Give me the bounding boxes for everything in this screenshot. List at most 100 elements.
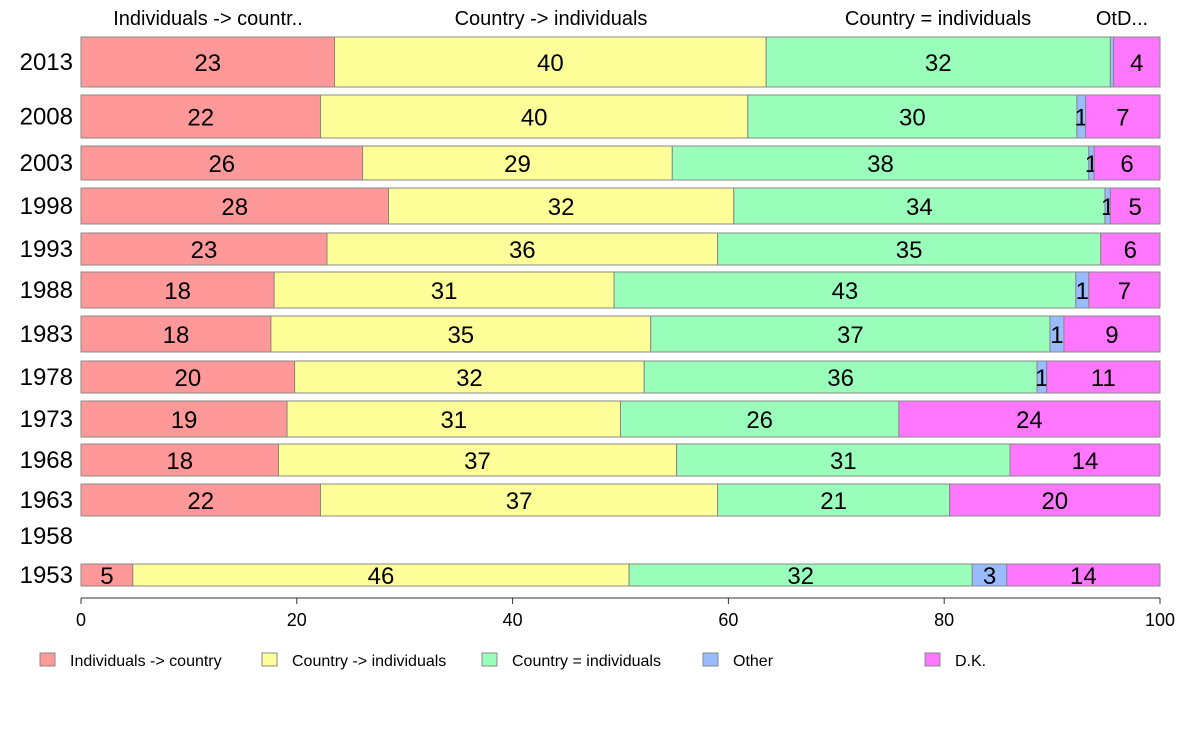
legend-label: Individuals -> country [70, 653, 222, 670]
data-label: 30 [899, 105, 926, 132]
column-header-label: Country = individuals [845, 8, 1031, 30]
data-label: 22 [187, 105, 214, 132]
data-label: 32 [787, 563, 814, 590]
x-tick-label: 80 [934, 610, 954, 630]
data-label: 14 [1072, 448, 1099, 475]
data-label: 9 [1105, 322, 1118, 349]
data-label: 1 [1050, 322, 1063, 349]
bar-segment [1093, 145, 1161, 181]
data-label: 21 [820, 488, 847, 515]
data-label: 5 [100, 563, 113, 590]
bar-segment [80, 232, 328, 266]
bar-segment [643, 360, 1038, 394]
data-label: 4 [1130, 50, 1143, 77]
data-label: 1 [1035, 365, 1048, 392]
y-tick-label: 1988 [20, 277, 73, 304]
data-label: 40 [537, 50, 564, 77]
data-label: 37 [837, 322, 864, 349]
legend-swatch [39, 652, 56, 667]
data-label: 19 [171, 407, 198, 434]
data-label: 26 [746, 407, 773, 434]
x-tick-label: 100 [1145, 610, 1175, 630]
bar-segment [620, 400, 900, 438]
data-label: 11 [1091, 365, 1116, 392]
bar-segment [1006, 563, 1161, 587]
x-tick-label: 60 [718, 610, 738, 630]
data-label: 35 [447, 322, 474, 349]
data-label: 5 [1129, 194, 1142, 221]
y-tick-label: 2008 [20, 104, 73, 131]
data-label: 26 [208, 151, 235, 178]
legend-swatch [481, 652, 498, 667]
bar-segment [1100, 232, 1161, 266]
bar-segment [1046, 360, 1161, 394]
data-label: 20 [1041, 488, 1068, 515]
data-label: 31 [440, 407, 467, 434]
legend-label: D.K. [955, 653, 986, 670]
data-label: 37 [506, 488, 533, 515]
data-label: 35 [896, 237, 923, 264]
legend-swatch [702, 652, 719, 667]
data-label: 40 [521, 105, 548, 132]
column-header-label: OtD... [1096, 8, 1148, 30]
data-label: 14 [1070, 563, 1097, 590]
bar-segment [613, 271, 1077, 309]
data-label: 32 [925, 50, 952, 77]
data-label: 18 [166, 448, 193, 475]
y-tick-label: 1978 [20, 364, 73, 391]
x-tick-label: 20 [287, 610, 307, 630]
y-tick-label: 1968 [20, 447, 73, 474]
y-tick-label: 1958 [20, 523, 73, 550]
bar-segment [326, 232, 719, 266]
data-label: 7 [1118, 278, 1131, 305]
bar-segment [80, 360, 296, 394]
bar-segment [334, 36, 767, 88]
data-label: 20 [174, 365, 201, 392]
legend-swatch [924, 652, 941, 667]
bar-segment [80, 443, 279, 477]
data-label: 31 [431, 278, 458, 305]
bar-segment [80, 94, 322, 139]
data-label: 36 [509, 237, 536, 264]
bar-segment [80, 315, 272, 353]
data-label: 7 [1116, 105, 1129, 132]
y-tick-label: 2013 [20, 49, 73, 76]
data-label: 37 [464, 448, 491, 475]
bar-segment [80, 271, 275, 309]
column-header-label: Individuals -> countr.. [113, 8, 303, 30]
data-label: 43 [832, 278, 859, 305]
bar-segment [1088, 271, 1161, 309]
x-tick-label: 40 [503, 610, 523, 630]
bar-segment [80, 187, 390, 225]
legend-label: Other [733, 653, 774, 670]
data-label: 31 [830, 448, 857, 475]
bar-segment [717, 483, 951, 517]
data-label: 29 [504, 151, 531, 178]
data-label: 23 [191, 237, 218, 264]
data-label: 34 [906, 194, 933, 221]
bar-segment [80, 145, 364, 181]
bar-segment [676, 443, 1011, 477]
data-label: 1 [1075, 105, 1088, 132]
y-tick-label: 1998 [20, 193, 73, 220]
data-label: 32 [548, 194, 575, 221]
column-header-label: Country -> individuals [455, 8, 648, 30]
bar-segment [320, 483, 719, 517]
data-label: 22 [187, 488, 214, 515]
legend-swatch [261, 652, 278, 667]
bar-segment [270, 315, 652, 353]
data-label: 24 [1016, 407, 1043, 434]
y-tick-label: 1963 [20, 487, 73, 514]
bar-segment [277, 443, 678, 477]
data-label: 18 [164, 278, 191, 305]
y-tick-label: 1993 [20, 236, 73, 263]
bar-segment [949, 483, 1161, 517]
bar-segment [765, 36, 1111, 88]
data-label: 28 [221, 194, 248, 221]
x-tick-label: 0 [76, 610, 86, 630]
legend-label: Country -> individuals [292, 653, 446, 670]
data-label: 38 [867, 151, 894, 178]
bar-segment [898, 400, 1161, 438]
bar-segment [80, 483, 322, 517]
